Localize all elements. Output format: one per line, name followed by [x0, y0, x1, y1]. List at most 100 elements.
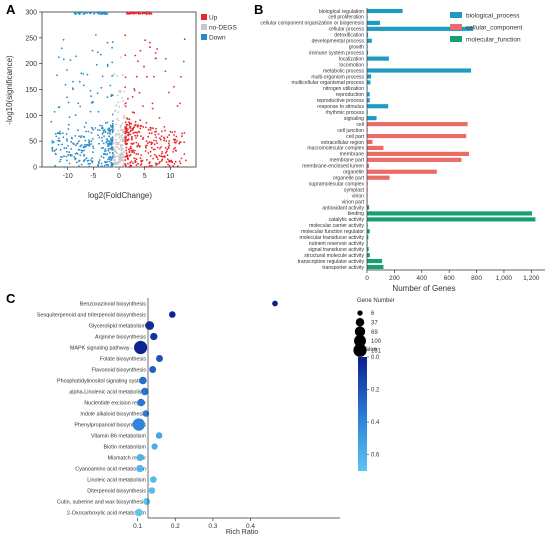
kegg-bubble: [135, 508, 143, 517]
down-point: [97, 110, 100, 113]
down-point: [63, 155, 65, 158]
up-point: [130, 149, 133, 152]
kegg-pathway-label: Biotin metabolism: [103, 445, 146, 451]
down-point: [87, 130, 90, 133]
up-point: [135, 164, 138, 167]
up-point: [132, 142, 135, 145]
up-point: [172, 151, 175, 153]
go-category-label: organelle part: [333, 175, 365, 181]
down-point: [61, 143, 63, 146]
up-point: [139, 49, 142, 52]
down-point: [95, 63, 98, 66]
go-bar: [367, 80, 371, 85]
go-bar: [367, 175, 390, 180]
nodeg-point: [120, 56, 122, 59]
up-point: [126, 12, 128, 15]
up-point: [128, 11, 131, 14]
up-point: [135, 158, 138, 161]
down-point: [111, 46, 113, 49]
up-point: [174, 146, 177, 149]
up-point: [129, 129, 132, 132]
nodeg-point: [122, 100, 125, 102]
nodeg-point: [120, 147, 123, 150]
gene-number-legend-circle: [354, 326, 366, 337]
down-point: [80, 163, 83, 166]
kegg-pathway-label: Indole alkaloid biosynthesis: [80, 412, 146, 418]
nodeg-point: [113, 147, 115, 150]
kegg-pathway-label: Phosphatidylinositol signaling system: [57, 379, 147, 385]
go-category-label: structural molecule activity: [304, 253, 364, 259]
up-point: [160, 159, 163, 162]
up-point: [164, 166, 167, 168]
up-point: [135, 141, 138, 144]
down-point: [85, 157, 88, 160]
go-bar: [367, 68, 472, 73]
up-point: [129, 161, 132, 164]
down-point: [106, 41, 109, 44]
up-point: [124, 136, 127, 139]
up-point: [139, 157, 142, 160]
up-point: [136, 131, 138, 134]
up-point: [131, 129, 134, 132]
kegg-pathway-label: Arginine biosynthesis: [95, 335, 146, 341]
down-point: [78, 165, 80, 168]
go-bar: [367, 253, 370, 258]
gene-number-legend-label: 131: [371, 348, 382, 354]
down-point: [87, 162, 90, 165]
go-category-label: extracellular region: [321, 140, 364, 146]
up-point: [129, 147, 132, 150]
up-point: [148, 141, 151, 143]
up-point: [146, 12, 149, 15]
up-point: [124, 105, 127, 108]
up-point: [178, 160, 181, 163]
up-point: [160, 135, 163, 138]
kegg-bubble: [139, 376, 147, 385]
go-category-label: virion part: [342, 199, 365, 205]
kegg-bubble: [156, 355, 163, 362]
down-point: [79, 145, 82, 148]
volcano-x-tick-label: 10: [166, 173, 174, 180]
go-category-label: cell part: [346, 134, 364, 140]
go-legend-label: molecular_function: [466, 37, 521, 44]
down-point: [95, 34, 97, 36]
volcano-legend-swatch: [201, 34, 207, 40]
up-point: [176, 140, 178, 142]
nodeg-point: [114, 161, 117, 164]
volcano-x-tick-label: 5: [143, 173, 147, 180]
up-point: [133, 149, 136, 152]
up-point: [140, 163, 143, 166]
down-point: [70, 136, 73, 139]
up-point: [148, 13, 151, 15]
down-point: [77, 102, 80, 105]
go-bar: [367, 247, 369, 252]
go-bar: [367, 116, 377, 121]
nodeg-point: [112, 149, 115, 152]
up-point: [158, 154, 161, 157]
down-point: [61, 132, 64, 135]
nodeg-point: [122, 117, 125, 119]
up-point: [149, 46, 151, 48]
nodeg-point: [122, 137, 124, 140]
down-point: [70, 148, 73, 150]
volcano-y-axis-label: -log10(significance): [5, 55, 14, 125]
down-point: [89, 110, 92, 113]
down-point: [62, 136, 65, 139]
up-point: [157, 158, 159, 161]
go-category-label: virion: [352, 193, 364, 199]
nodeg-point: [119, 139, 122, 141]
up-point: [136, 145, 139, 148]
up-point: [166, 154, 169, 157]
nodeg-point: [119, 91, 122, 93]
up-point: [124, 126, 127, 129]
nodeg-point: [114, 163, 116, 165]
down-point: [96, 51, 99, 54]
down-point: [111, 163, 114, 165]
up-point: [128, 12, 131, 15]
down-point: [76, 142, 78, 145]
up-point: [130, 11, 133, 14]
up-point: [144, 39, 147, 42]
down-point: [66, 138, 68, 141]
up-point: [133, 111, 136, 114]
nodeg-point: [113, 155, 116, 158]
go-bar: [367, 229, 370, 234]
